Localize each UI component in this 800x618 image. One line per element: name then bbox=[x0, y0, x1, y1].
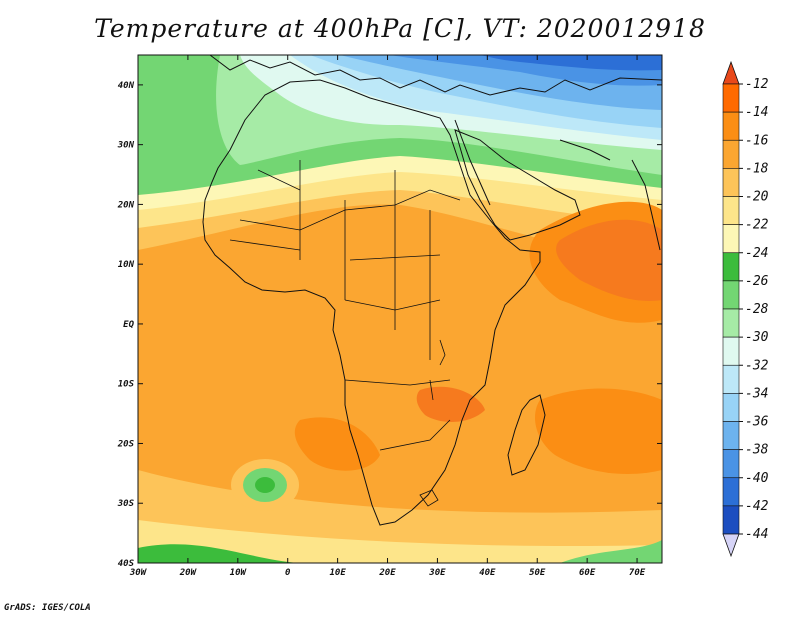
chart-title: Temperature at 400hPa [C], VT: 202001291… bbox=[94, 14, 706, 43]
colorbar-segment bbox=[722, 308, 740, 338]
colorbar-segment bbox=[722, 252, 740, 282]
lon-tick-label: 50E bbox=[529, 568, 546, 578]
colorbar-segment bbox=[722, 477, 740, 507]
longitude-axis: 30W 20W 10W 0 10E 20E 30E 40E 50E 60E 70E bbox=[129, 55, 646, 578]
colorbar: -12 -14 -16 -18 -20 -22 -24 -26 -28 -30 -32 -34 -36 -… bbox=[722, 60, 769, 558]
colorbar-segment bbox=[722, 421, 740, 450]
colorbar-label: -16 bbox=[745, 133, 769, 148]
colorbar-segment bbox=[722, 111, 740, 141]
lat-tick-label: 10N bbox=[118, 260, 135, 270]
lon-tick-label: 10E bbox=[329, 568, 346, 578]
coastlines bbox=[202, 55, 662, 526]
colorbar-label: -18 bbox=[745, 161, 769, 176]
colorbar-label: -42 bbox=[745, 499, 769, 514]
colorbar-segment bbox=[722, 336, 740, 366]
lon-tick-label: 40E bbox=[479, 568, 496, 578]
colorbar-label: -34 bbox=[745, 386, 768, 401]
colorbar-label: -22 bbox=[745, 218, 769, 233]
grads-credit: GrADS: IGES/COLA bbox=[4, 603, 91, 613]
lat-tick-label: 20S bbox=[117, 439, 135, 449]
colorbar-top-arrow bbox=[722, 60, 740, 85]
lat-tick-label: 20N bbox=[117, 200, 135, 210]
lon-tick-label: 20W bbox=[179, 568, 198, 578]
lat-tick-label: 30N bbox=[117, 141, 135, 151]
lon-tick-label: 0 bbox=[285, 568, 291, 578]
lon-tick-label: 70E bbox=[629, 568, 646, 578]
colorbar-segment bbox=[722, 505, 740, 535]
colorbar-label: -26 bbox=[745, 274, 769, 289]
lat-tick-label: 40N bbox=[118, 81, 135, 91]
lon-tick-label: 10W bbox=[230, 568, 248, 578]
lat-tick-label: EQ bbox=[123, 320, 134, 330]
colorbar-segment bbox=[722, 449, 740, 479]
colorbar-bottom-arrow bbox=[722, 533, 740, 558]
colorbar-segment bbox=[722, 224, 740, 254]
colorbar-label: -40 bbox=[745, 471, 769, 486]
colorbar-label: -28 bbox=[745, 302, 769, 317]
map-frame bbox=[137, 54, 663, 564]
colorbar-label: -24 bbox=[745, 246, 768, 261]
lat-tick-label: 30S bbox=[117, 499, 135, 509]
colorbar-label: -20 bbox=[745, 190, 769, 205]
lat-tick-label: 40S bbox=[118, 559, 135, 569]
lon-tick-label: 60E bbox=[579, 568, 596, 578]
colorbar-label: -32 bbox=[745, 358, 769, 373]
lon-tick-label: 20E bbox=[378, 568, 396, 578]
colorbar-label: -30 bbox=[745, 330, 769, 345]
colorbar-label: -38 bbox=[745, 443, 769, 458]
colorbar-segment bbox=[722, 364, 740, 394]
colorbar-segment bbox=[722, 196, 740, 225]
colorbar-segment bbox=[722, 83, 740, 113]
colorbar-label: -44 bbox=[745, 527, 768, 542]
latitude-axis: 40N 30N 20N 10N EQ 10S 20S 30S 40S bbox=[117, 81, 662, 569]
lat-tick-label: 10S bbox=[118, 380, 135, 390]
colorbar-label: -36 bbox=[745, 415, 769, 430]
colorbar-segment bbox=[722, 393, 740, 422]
lon-tick-label: 30E bbox=[428, 568, 446, 578]
colorbar-segment bbox=[722, 280, 740, 310]
colorbar-segment bbox=[722, 168, 740, 197]
colorbar-label: -12 bbox=[745, 77, 769, 92]
colorbar-segment bbox=[722, 139, 740, 169]
colorbar-label: -14 bbox=[745, 105, 768, 120]
lon-tick-label: 30W bbox=[129, 568, 148, 578]
